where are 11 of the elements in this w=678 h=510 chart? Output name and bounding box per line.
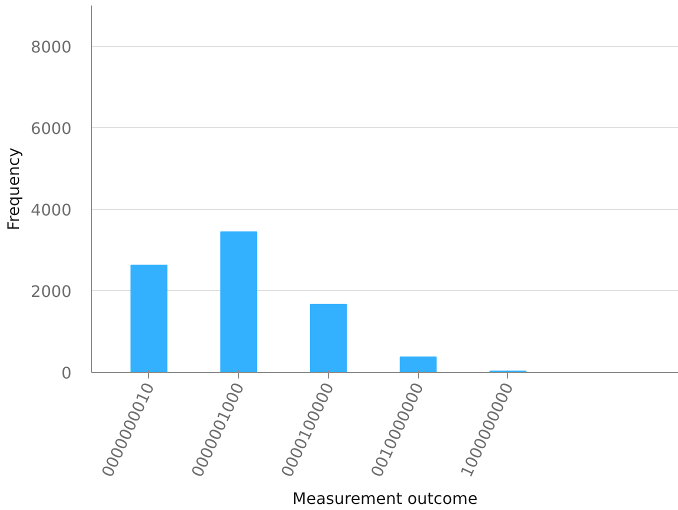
y-axis-title: Frequency: [4, 148, 23, 230]
bar: [130, 264, 168, 372]
y-tick-label: 8000: [30, 37, 72, 56]
x-axis-title: Measurement outcome: [292, 488, 478, 508]
bar: [220, 231, 258, 372]
y-tick-label: 6000: [30, 118, 72, 138]
bar: [310, 304, 347, 372]
bar: [400, 356, 437, 372]
y-tick-label: 0: [61, 364, 72, 382]
y-tick-label: 2000: [30, 282, 72, 301]
y-tick-label: 4000: [30, 200, 72, 220]
